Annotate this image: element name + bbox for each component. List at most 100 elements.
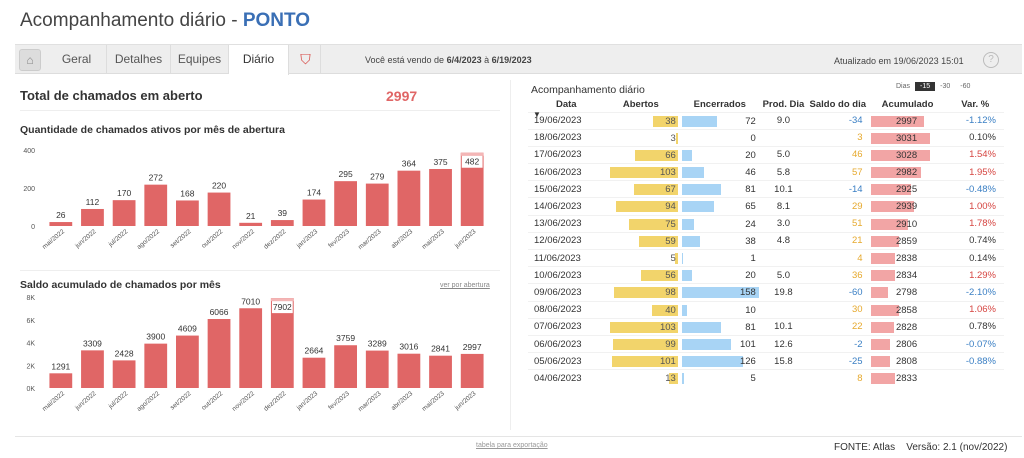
export-link[interactable]: tabela para exportação (476, 442, 548, 449)
bar[interactable] (49, 373, 73, 388)
bar-value-label: 174 (307, 188, 321, 198)
closed-bar (681, 218, 694, 230)
table-row[interactable]: 12/06/2023 59 38 4.8 21 2859 0.74% (528, 231, 1004, 250)
date-from: 6/4/2023 (446, 55, 482, 65)
table-row[interactable]: 10/06/2023 56 20 5.0 36 2834 1.29% (528, 266, 1004, 284)
bar[interactable] (334, 345, 357, 388)
cell-saldo: -14 (807, 180, 869, 198)
divider (20, 110, 500, 111)
bar[interactable] (397, 353, 421, 388)
bar[interactable] (460, 152, 484, 226)
col-acumulado[interactable]: Acumulado (881, 99, 934, 111)
table-row[interactable]: 05/06/2023 101 126 15.8 -25 2808 -0.88% (528, 352, 1004, 370)
table-row[interactable]: 16/06/2023 103 46 5.8 57 2982 1.95% (528, 163, 1004, 181)
bar[interactable] (270, 220, 294, 226)
cell-var: -2.10% (946, 283, 1004, 302)
tab-equipes[interactable]: Equipes (171, 45, 229, 74)
bar[interactable] (460, 353, 484, 388)
col-prod-dia[interactable]: Prod. Dia (762, 99, 805, 111)
col-abertos[interactable]: Abertos (622, 99, 659, 111)
bar[interactable] (239, 308, 263, 388)
cell-saldo: 46 (807, 145, 869, 164)
cell-acum: 2828 (895, 321, 918, 333)
cell-closed: 1 (750, 253, 756, 264)
cell-acum: 2834 (895, 270, 918, 282)
bar[interactable] (49, 222, 73, 226)
bar[interactable] (112, 360, 136, 388)
table-row[interactable]: 15/06/2023 67 81 10.1 -14 2925 -0.48% (528, 180, 1004, 198)
bar[interactable] (207, 318, 231, 388)
bar[interactable] (334, 181, 357, 226)
home-icon[interactable]: ⌂ (19, 49, 41, 71)
table-row[interactable]: 06/06/2023 99 101 12.6 -2 2806 -0.07% (528, 334, 1004, 353)
tab-diario[interactable]: Diário (229, 45, 289, 75)
table-row[interactable]: 18/06/2023 3 0 3 3031 0.10% (528, 128, 1004, 147)
tab-detalhes[interactable]: Detalhes (107, 45, 171, 74)
cell-closed: 10 (745, 304, 756, 316)
table-row[interactable]: 13/06/2023 75 24 3.0 51 2910 1.78% (528, 214, 1004, 233)
filter-icon[interactable]: ⛉ (291, 45, 321, 74)
cell-prod: 19.8 (759, 283, 808, 302)
cell-saldo: -34 (807, 111, 869, 130)
cell-var: 1.00% (946, 197, 1004, 216)
sort-desc-icon[interactable]: ▼ (533, 110, 541, 119)
table-row[interactable]: 17/06/2023 66 20 5.0 46 3028 1.54% (528, 145, 1004, 164)
bar[interactable] (176, 200, 199, 226)
table-row[interactable]: 09/06/2023 98 158 19.8 -60 2798 -2.10% (528, 283, 1004, 302)
help-icon[interactable]: ? (983, 52, 999, 68)
cell-closed: 158 (739, 287, 756, 299)
bar[interactable] (429, 169, 452, 226)
x-tick-label: abr/2023 (390, 228, 414, 250)
days-option-15[interactable]: -15 (915, 82, 936, 91)
cell-closed: 65 (745, 201, 756, 213)
col-data[interactable]: Data (556, 99, 577, 111)
table-row[interactable]: 08/06/2023 40 10 30 2858 1.06% (528, 300, 1004, 319)
cell-var: -0.48% (946, 180, 1004, 198)
bar[interactable] (176, 335, 199, 388)
col-saldo-dia[interactable]: Saldo do dia (809, 99, 867, 111)
tab-geral[interactable]: Geral (47, 45, 107, 74)
cell-acum: 2808 (895, 356, 918, 368)
bar[interactable] (397, 170, 421, 226)
x-tick-label: mai/2023 (421, 228, 446, 251)
cell-var: -0.88% (946, 352, 1004, 370)
table-row[interactable]: 11/06/2023 5 1 4 2838 0.14% (528, 248, 1004, 267)
bar-value-label: 112 (86, 197, 100, 207)
cell-closed: 126 (739, 356, 756, 368)
table-row[interactable]: 07/06/2023 103 81 10.1 22 2828 0.78% (528, 317, 1004, 336)
bar-value-label: 4609 (178, 324, 197, 334)
bar[interactable] (239, 222, 263, 226)
bar[interactable] (81, 350, 104, 388)
open-bar (633, 184, 678, 196)
bar[interactable] (144, 343, 168, 388)
cell-closed: 38 (745, 235, 756, 247)
days-option-60[interactable]: -60 (960, 83, 971, 90)
days-option-30[interactable]: -30 (940, 83, 951, 90)
cell-date: 13/06/2023 (528, 214, 602, 233)
table-row[interactable]: 19/06/2023 38 72 9.0 -34 2997 -1.12% (528, 111, 1004, 130)
bar[interactable] (112, 200, 136, 226)
x-tick-label: out/2022 (200, 390, 224, 412)
bar[interactable] (270, 298, 294, 388)
bar[interactable] (207, 192, 231, 226)
table-row[interactable]: 04/06/2023 13 5 8 2833 (528, 369, 1004, 387)
cell-open: 99 (665, 338, 676, 350)
acum-bar (870, 287, 889, 299)
ver-por-abertura-link[interactable]: ver por abertura (440, 282, 490, 289)
col-encerrados[interactable]: Encerrados (693, 99, 746, 111)
open-bar (628, 218, 678, 230)
bar[interactable] (302, 357, 326, 388)
cell-saldo: 21 (807, 231, 869, 250)
x-tick-label: set/2022 (169, 228, 193, 250)
bar[interactable] (365, 350, 389, 388)
cell-acum: 2997 (895, 115, 918, 127)
cell-saldo: -25 (807, 352, 869, 370)
bar[interactable] (365, 183, 389, 226)
table-row[interactable]: 14/06/2023 94 65 8.1 29 2939 1.00% (528, 197, 1004, 216)
open-bar (613, 338, 678, 350)
bar[interactable] (429, 355, 452, 388)
col-var[interactable]: Var. % (961, 99, 990, 111)
bar[interactable] (302, 199, 326, 226)
bar[interactable] (81, 208, 104, 226)
bar[interactable] (144, 184, 168, 226)
